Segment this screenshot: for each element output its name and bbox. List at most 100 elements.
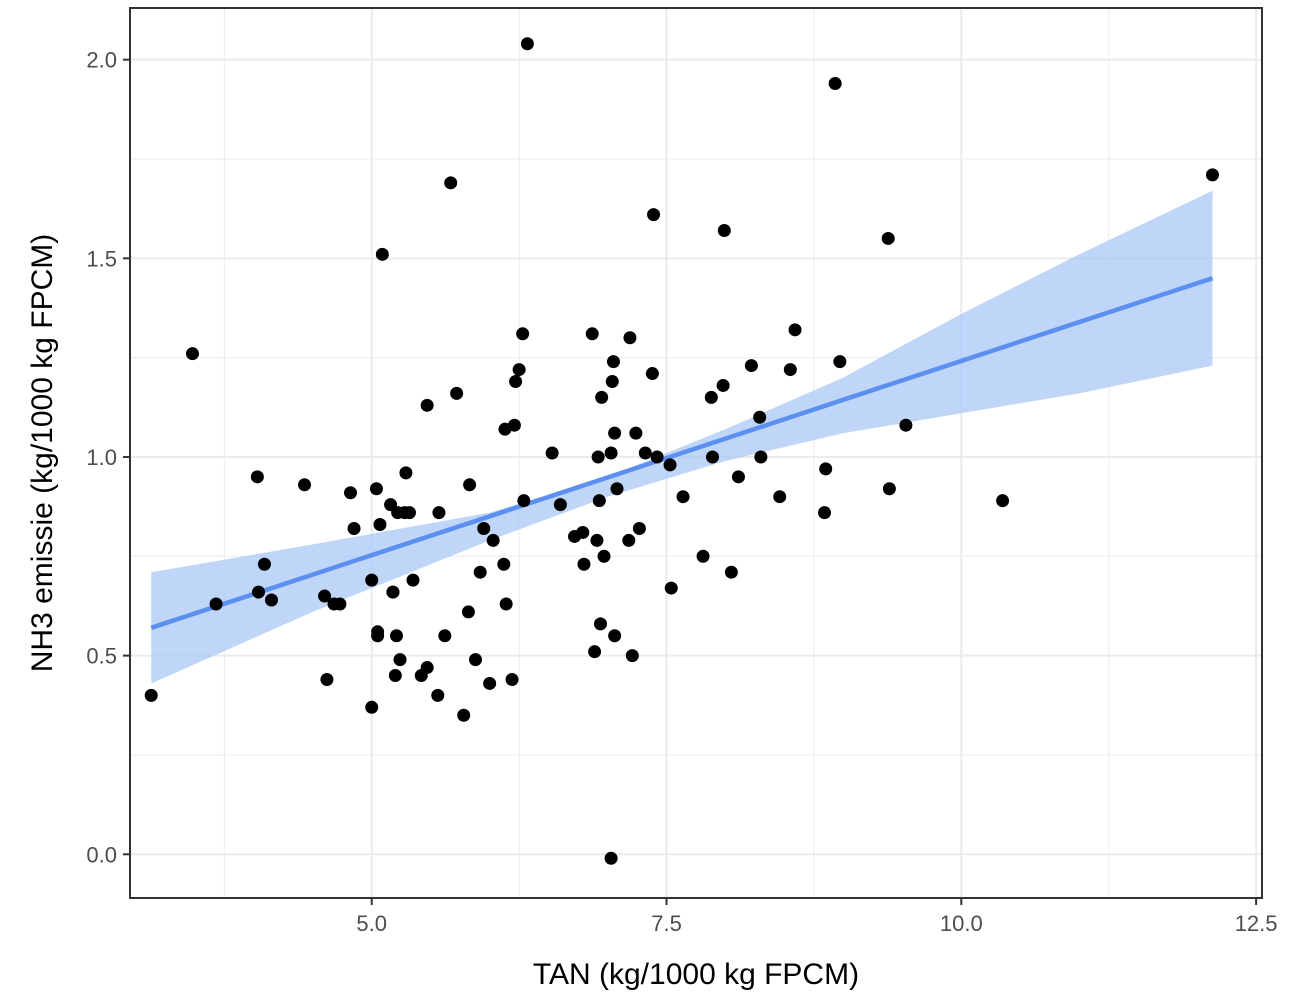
- data-point: [638, 446, 652, 460]
- x-tick-label: 7.5: [651, 911, 682, 936]
- data-point: [996, 494, 1010, 508]
- data-point: [706, 450, 720, 464]
- data-point: [818, 506, 832, 520]
- data-point: [676, 490, 690, 504]
- data-point: [604, 851, 618, 865]
- data-point: [605, 374, 619, 388]
- data-point: [512, 363, 526, 377]
- data-point: [499, 597, 513, 611]
- data-point: [724, 565, 738, 579]
- data-point: [783, 363, 797, 377]
- data-point: [388, 669, 402, 682]
- data-point: [209, 597, 223, 611]
- data-point: [252, 585, 266, 599]
- data-point: [553, 498, 567, 512]
- data-point: [402, 506, 416, 520]
- data-point: [606, 355, 620, 369]
- data-point: [545, 446, 559, 460]
- y-tick-label: 0.0: [86, 842, 117, 867]
- data-point: [881, 231, 895, 245]
- data-point: [505, 672, 519, 686]
- y-tick-label: 2.0: [86, 48, 117, 73]
- data-point: [365, 700, 379, 714]
- data-point: [516, 327, 530, 341]
- data-point: [365, 573, 379, 587]
- data-point: [754, 450, 768, 464]
- data-point: [373, 518, 387, 532]
- data-point: [507, 418, 521, 432]
- data-point: [399, 466, 413, 480]
- data-point: [318, 589, 332, 603]
- data-point: [509, 374, 523, 388]
- data-point: [592, 494, 606, 508]
- data-point: [645, 367, 659, 381]
- data-point: [461, 605, 475, 619]
- data-point: [590, 533, 604, 547]
- data-point: [457, 708, 471, 722]
- data-point: [265, 593, 278, 607]
- data-point: [298, 478, 312, 492]
- data-point: [144, 688, 158, 702]
- data-point: [610, 482, 624, 496]
- data-point: [696, 549, 710, 563]
- data-point: [347, 521, 361, 535]
- data-point: [753, 410, 767, 424]
- data-point: [371, 629, 385, 643]
- data-point: [497, 557, 511, 571]
- data-point: [647, 208, 661, 222]
- x-tick-label: 12.5: [1235, 911, 1278, 936]
- data-point: [716, 378, 730, 392]
- data-point: [477, 521, 491, 535]
- data-point: [650, 450, 664, 464]
- data-point: [438, 629, 452, 643]
- data-point: [625, 649, 639, 663]
- panel-border: [129, 7, 1263, 899]
- data-point: [1205, 168, 1219, 182]
- data-point: [632, 521, 646, 535]
- data-point: [450, 386, 464, 400]
- data-point: [593, 617, 607, 631]
- data-point: [576, 525, 590, 539]
- data-point: [375, 247, 389, 261]
- y-tick-label: 1.5: [86, 246, 117, 271]
- data-point: [185, 347, 199, 361]
- data-point: [431, 688, 445, 702]
- data-point: [333, 597, 347, 611]
- data-point: [250, 470, 264, 484]
- data-point: [369, 482, 383, 496]
- y-tick-label: 1.0: [86, 445, 117, 470]
- data-point: [585, 327, 599, 341]
- data-point: [595, 390, 609, 404]
- data-point: [591, 450, 605, 464]
- y-axis-ticks: 0.0 0.5 1.0 1.5 2.0: [86, 48, 130, 867]
- data-point: [483, 676, 497, 690]
- data-point: [664, 581, 678, 595]
- data-point: [704, 390, 718, 404]
- data-point: [406, 573, 420, 587]
- data-point: [882, 482, 896, 496]
- data-point: [444, 176, 458, 190]
- confidence-band: [151, 190, 1213, 684]
- data-point: [663, 458, 677, 472]
- data-point: [828, 76, 842, 90]
- data-point: [819, 462, 833, 476]
- y-axis-title: NH3 emissie (kg/1000 kg FPCM): [26, 234, 59, 672]
- data-point: [473, 565, 487, 579]
- data-point: [420, 398, 434, 412]
- x-axis-title: TAN (kg/1000 kg FPCM): [533, 958, 859, 991]
- x-axis-ticks: 5.0 7.5 10.0 12.5: [356, 898, 1278, 936]
- data-point: [717, 224, 731, 237]
- data-point: [393, 653, 407, 667]
- y-tick-label: 0.5: [86, 644, 117, 669]
- data-point: [517, 494, 531, 508]
- data-point: [344, 486, 358, 500]
- data-point: [623, 331, 637, 345]
- data-point: [629, 426, 643, 440]
- data-point: [463, 478, 477, 492]
- data-point: [731, 470, 745, 484]
- x-tick-label: 5.0: [356, 911, 387, 936]
- x-tick-label: 10.0: [940, 911, 983, 936]
- data-point: [744, 359, 758, 373]
